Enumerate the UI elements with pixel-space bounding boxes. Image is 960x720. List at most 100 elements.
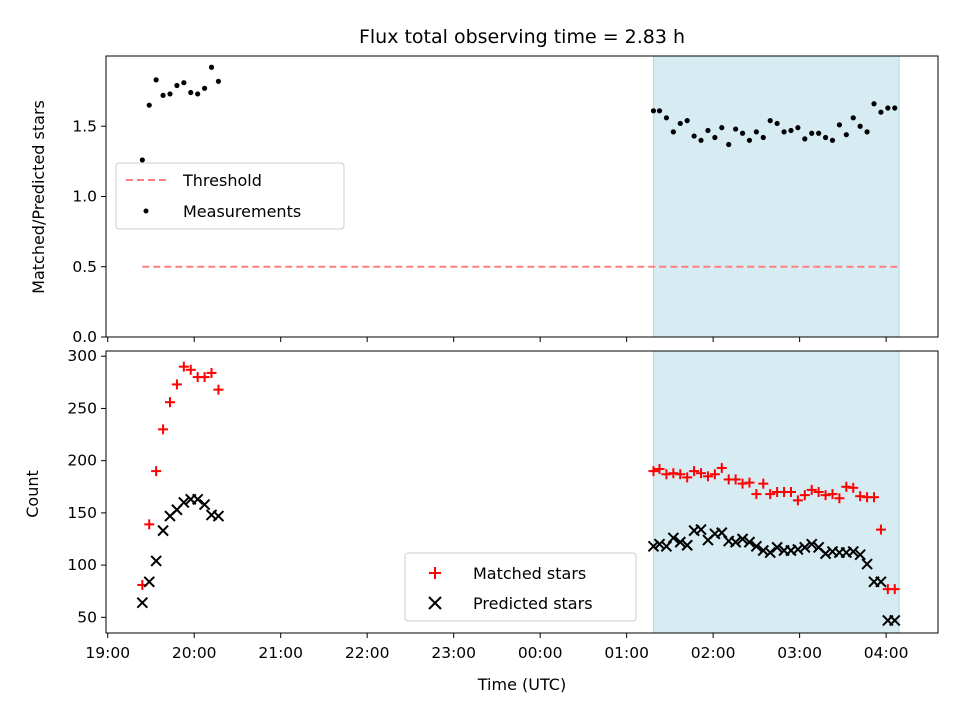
matched-stars-point bbox=[737, 478, 748, 489]
measurement-point bbox=[663, 115, 670, 121]
predicted-stars-point bbox=[875, 576, 887, 588]
top-x-ticks bbox=[107, 337, 887, 342]
measurement-point bbox=[788, 127, 794, 134]
predicted-stars-point bbox=[674, 536, 686, 548]
top-y-tick-label: 1.5 bbox=[72, 117, 97, 135]
matched-legend-label: Matched stars bbox=[473, 564, 586, 583]
matched-stars-point bbox=[702, 471, 713, 482]
bottom-legend: Matched stars Predicted stars bbox=[404, 552, 637, 622]
matched-stars-point bbox=[682, 472, 693, 483]
x-tick-label: 19:00 bbox=[85, 644, 130, 662]
chart-title: Flux total observing time = 2.83 h bbox=[359, 26, 685, 48]
x-tick-label: 04:00 bbox=[864, 644, 909, 662]
matched-stars-point bbox=[696, 468, 707, 479]
predicted-legend-label: Predicted stars bbox=[473, 594, 593, 613]
measurement-point bbox=[795, 125, 801, 131]
measurements-legend-swatch bbox=[143, 208, 149, 214]
measurement-point bbox=[822, 134, 829, 141]
measurement-point bbox=[829, 137, 836, 143]
matched-stars-point bbox=[827, 489, 838, 500]
measurement-point bbox=[719, 125, 725, 131]
predicted-stars-point bbox=[716, 527, 728, 539]
bottom-y-tick-label: 200 bbox=[67, 452, 97, 470]
top-axes-frame bbox=[105, 55, 939, 338]
measurement-point bbox=[650, 108, 657, 114]
measurement-point bbox=[705, 127, 711, 134]
matched-stars-point bbox=[730, 474, 741, 485]
predicted-stars-point bbox=[792, 543, 804, 556]
predicted-stars-point bbox=[799, 541, 811, 554]
measurement-point bbox=[843, 132, 849, 138]
bottom-y-tick-label: 300 bbox=[67, 347, 97, 365]
predicted-stars-point bbox=[198, 498, 211, 511]
predicted-stars-point bbox=[771, 541, 783, 554]
predicted-stars-series bbox=[136, 493, 901, 627]
matched-stars-point bbox=[744, 477, 755, 488]
measurement-point bbox=[802, 136, 808, 142]
matched-stars-point bbox=[855, 491, 866, 502]
measurement-point bbox=[684, 118, 690, 124]
x-tick-label: 03:00 bbox=[777, 644, 822, 662]
predicted-stars-point bbox=[757, 544, 770, 557]
matched-stars-point bbox=[206, 367, 217, 378]
x-axis-label: Time (UTC) bbox=[477, 675, 566, 694]
predicted-legend-swatch bbox=[428, 596, 442, 610]
matched-stars-point bbox=[648, 466, 659, 477]
bottom-legend-box bbox=[404, 552, 637, 622]
x-tick-label: 00:00 bbox=[518, 644, 563, 662]
measurement-point bbox=[864, 129, 870, 135]
matched-stars-point bbox=[661, 469, 672, 480]
top-y-tick-label: 0.5 bbox=[72, 258, 97, 276]
measurement-point bbox=[195, 91, 201, 97]
predicted-stars-point bbox=[150, 555, 162, 567]
matched-stars-point bbox=[675, 469, 686, 480]
matched-stars-point bbox=[199, 372, 210, 383]
measurement-point bbox=[656, 108, 663, 114]
measurement-point bbox=[767, 118, 773, 124]
predicted-stars-point bbox=[861, 558, 873, 570]
measurement-point bbox=[139, 157, 145, 163]
predicted-stars-point bbox=[647, 540, 660, 553]
predicted-stars-point bbox=[847, 545, 859, 558]
x-tick-label: 21:00 bbox=[258, 644, 303, 662]
measurement-point bbox=[746, 137, 753, 143]
matched-stars-point bbox=[716, 462, 727, 473]
predicted-stars-point bbox=[743, 536, 756, 548]
measurement-point bbox=[857, 123, 863, 129]
predicted-stars-point bbox=[854, 548, 866, 561]
matched-stars-point bbox=[185, 364, 196, 375]
measurements-legend-label: Measurements bbox=[183, 202, 301, 221]
measurement-point bbox=[850, 115, 856, 121]
top-y-tick-label: 1.0 bbox=[72, 188, 97, 206]
top-legend: Threshold Measurements bbox=[115, 162, 345, 230]
matched-stars-point bbox=[869, 492, 879, 503]
measurement-point bbox=[781, 129, 787, 135]
measurement-point bbox=[733, 126, 739, 132]
bottom-y-tick-label: 50 bbox=[77, 608, 97, 626]
x-tick-label: 20:00 bbox=[172, 644, 217, 662]
matched-stars-point bbox=[813, 487, 824, 497]
predicted-stars-point bbox=[806, 538, 818, 550]
matched-stars-point bbox=[758, 478, 769, 489]
measurement-point bbox=[691, 133, 697, 139]
predicted-stars-point bbox=[736, 533, 749, 545]
top-legend-box bbox=[115, 162, 345, 230]
matched-stars-series bbox=[137, 361, 900, 595]
matched-stars-point bbox=[848, 482, 859, 493]
measurement-point bbox=[698, 137, 704, 143]
matched-stars-point bbox=[765, 489, 776, 500]
measurement-point bbox=[816, 130, 822, 136]
matched-stars-point bbox=[709, 469, 720, 480]
matched-stars-point bbox=[820, 490, 831, 501]
top-y-tick-label: 0.0 bbox=[72, 328, 97, 346]
measurement-point bbox=[809, 130, 815, 136]
measurement-point bbox=[726, 141, 732, 148]
measurement-point bbox=[208, 64, 215, 70]
matched-stars-point bbox=[144, 519, 155, 530]
predicted-stars-point bbox=[212, 510, 225, 522]
matched-stars-point bbox=[841, 481, 852, 492]
top-panel: 0.0 0.5 1.0 1.5 Matched/Predicted stars Thr… bbox=[29, 55, 939, 346]
bottom-y-tick-label: 100 bbox=[67, 556, 97, 574]
measurement-point bbox=[201, 85, 208, 91]
